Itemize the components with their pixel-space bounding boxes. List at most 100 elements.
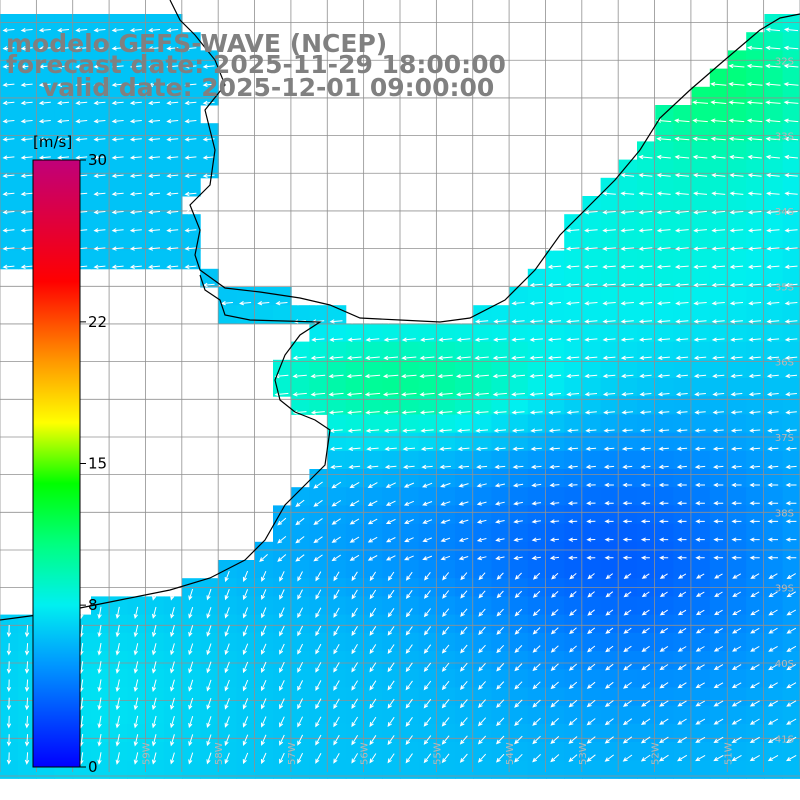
speed-cell [364,705,383,725]
wind-arrow [474,373,489,379]
wind-arrow [565,246,580,251]
speed-cell [509,560,529,579]
speed-cell [691,359,711,379]
speed-cell [764,687,784,707]
wind-arrow [458,519,469,524]
speed-cell [163,214,183,233]
speed-cell [728,541,747,561]
lat-lon-grid [0,0,800,777]
speed-cell [746,177,765,197]
speed-cell [764,268,784,288]
wind-arrow [403,464,415,470]
wind-arrow [261,625,267,637]
wind-arrow [151,715,157,729]
wind-arrow [387,571,395,581]
speed-cell [618,760,638,779]
speed-cell [72,32,92,51]
wind-arrow [148,155,161,160]
speed-cell [327,487,347,506]
speed-cell [400,523,420,543]
speed-cell [127,196,147,215]
wind-arrow [369,698,377,709]
speed-cell [436,378,456,397]
speed-cell [618,596,638,616]
speed-cell [254,632,274,652]
wind-arrow [242,661,249,674]
wind-arrow [729,319,743,324]
forecast-date: forecast date: 2025-11-29 18:00:00 [6,50,506,79]
wind-arrow [547,392,561,397]
wind-arrow [765,136,781,142]
wind-arrow [766,319,780,324]
wind-arrow [170,661,175,674]
wind-arrow [786,627,797,634]
speed-cell [509,487,529,506]
wind-arrow [640,537,650,542]
wind-arrow [641,573,650,579]
wind-arrow [767,736,779,743]
speed-cell [546,687,565,707]
wind-arrow [783,27,799,32]
wind-arrow [620,246,635,251]
speed-cell [163,669,183,688]
speed-cell [673,177,693,197]
wind-arrow [2,191,15,197]
speed-cell [764,523,784,543]
speed-cell [491,305,511,324]
wind-arrow [496,681,505,690]
wind-arrow [531,482,542,488]
wind-arrow [551,572,559,580]
speed-cell [127,632,147,652]
wind-arrow [711,246,726,251]
wind-arrow [731,754,742,762]
wind-arrow [20,209,33,215]
wind-arrow [605,627,614,634]
speed-cell [345,396,365,415]
wind-arrow [148,228,161,233]
speed-cell [782,105,800,124]
speed-cell [0,632,19,652]
wind-arrow [587,609,595,616]
wind-arrow [351,644,358,655]
speed-cell [345,414,365,434]
speed-cell [327,359,347,379]
speed-cell [746,450,765,470]
wind-arrow [419,392,435,397]
speed-cell [491,396,511,415]
speed-cell [455,523,474,543]
wind-arrow [369,644,377,655]
speed-cell [764,469,784,488]
speed-cell [291,487,310,506]
speed-cell [618,341,638,361]
wind-arrow [695,519,705,524]
wind-arrow [767,446,779,451]
wind-arrow [495,537,505,542]
wind-arrow [166,209,179,215]
wind-arrow [261,589,267,601]
speed-cell [618,359,638,379]
wind-arrow [224,643,230,656]
wind-arrow [38,118,51,124]
speed-cell [764,596,784,616]
wind-arrow [151,661,157,674]
wind-arrow [693,355,707,360]
wind-arrow [602,228,616,233]
speed-cell [491,505,511,525]
speed-cell [127,32,147,51]
wind-arrow [441,662,450,672]
wind-arrow [295,554,305,562]
wind-arrow [129,100,142,106]
wind-arrow [24,643,30,656]
wind-arrow [638,228,653,233]
wind-arrow [768,627,778,634]
wind-arrow [713,754,724,762]
wind-arrow [351,698,359,709]
speed-cell [637,341,656,361]
wind-arrow [730,391,743,397]
wind-arrow [148,137,161,142]
speed-cell [655,632,674,652]
speed-cell [0,232,19,252]
speed-cell [673,232,693,252]
wind-arrow [111,27,124,33]
wind-arrow [584,301,598,306]
